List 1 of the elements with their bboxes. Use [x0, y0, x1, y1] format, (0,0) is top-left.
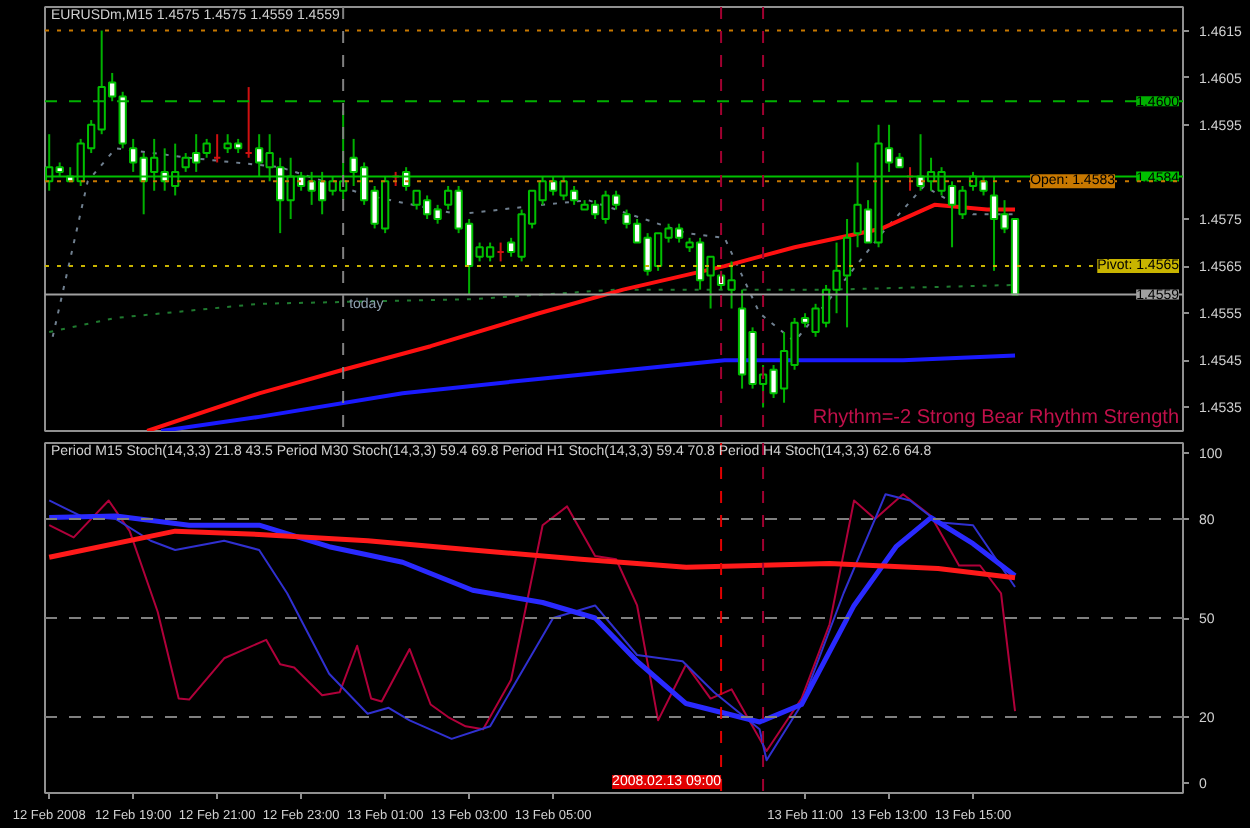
annotation: Rhythm=-2 Strong Bear Rhythm Strength — [812, 407, 1179, 429]
